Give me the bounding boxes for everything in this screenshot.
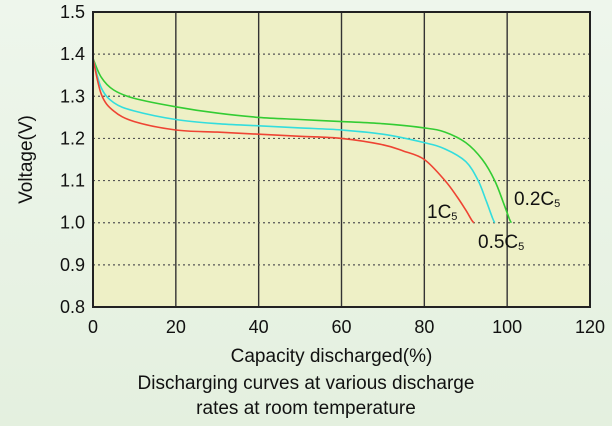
series-label-1c5: 1C5 [427,202,457,223]
y-tick-label: 1.3 [60,86,85,106]
series-line-02c5 [92,58,513,224]
y-tick-label: 0.8 [60,297,85,317]
plot-frame [92,11,591,308]
caption-line-1: Discharging curves at various discharge [137,373,475,394]
x-tick-label: 60 [331,317,351,337]
y-tick-label: 1.4 [60,44,85,64]
x-tick-label: 20 [166,317,186,337]
y-tick-labels: 0.8 0.9 1.0 1.1 1.2 1.3 1.4 1.5 [60,2,85,317]
x-tick-label: 40 [249,317,269,337]
y-tick-label: 1.5 [60,2,85,22]
y-axis-label: Voltage(V) [16,115,37,204]
series-lines [92,58,513,224]
x-tick-label: 80 [414,317,434,337]
series-line-1c5 [92,58,475,224]
series-label-05c5: 0.5C5 [478,232,524,253]
caption-line-2: rates at room temperature [196,398,416,419]
x-tick-labels: 0 20 40 60 80 100 120 [88,317,605,337]
series-labels: 0.2C5 0.5C5 1C5 [427,189,560,253]
series-label-02c5: 0.2C5 [514,189,560,210]
series-line-05c5 [92,58,496,224]
y-tick-label: 1.0 [60,213,85,233]
x-axis-label: Capacity discharged(%) [231,346,433,367]
y-tick-label: 1.2 [60,128,85,148]
x-tick-label: 0 [88,317,98,337]
y-tick-label: 0.9 [60,255,85,275]
x-tick-label: 100 [492,317,522,337]
y-tick-label: 1.1 [60,171,85,191]
x-tick-label: 120 [575,317,605,337]
